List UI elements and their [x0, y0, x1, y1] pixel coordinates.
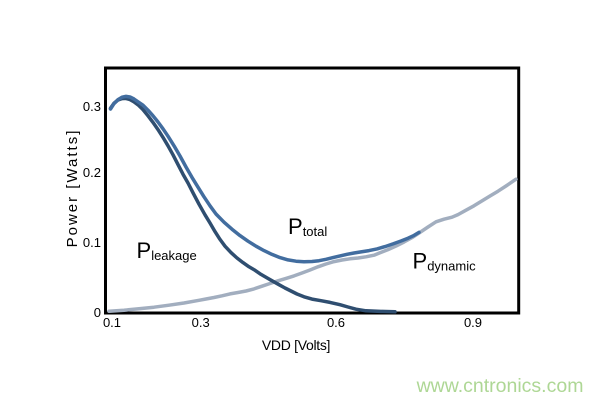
svg-text:0.6: 0.6: [327, 315, 345, 330]
svg-text:Ptotal: Ptotal: [288, 214, 327, 239]
svg-text:0.3: 0.3: [83, 99, 101, 114]
svg-text:0: 0: [94, 305, 101, 320]
svg-text:0.9: 0.9: [464, 315, 482, 330]
svg-text:0.2: 0.2: [83, 165, 101, 180]
svg-text:VDD [Volts]: VDD [Volts]: [262, 337, 330, 353]
svg-text:Power [Watts]: Power [Watts]: [64, 129, 81, 248]
svg-text:www.cntronics.com: www.cntronics.com: [416, 375, 584, 397]
svg-text:0.1: 0.1: [103, 315, 121, 330]
svg-text:0.3: 0.3: [192, 315, 210, 330]
svg-text:0.1: 0.1: [83, 235, 101, 250]
svg-text:Pdynamic: Pdynamic: [413, 249, 477, 274]
svg-text:Pleakage: Pleakage: [137, 238, 197, 263]
